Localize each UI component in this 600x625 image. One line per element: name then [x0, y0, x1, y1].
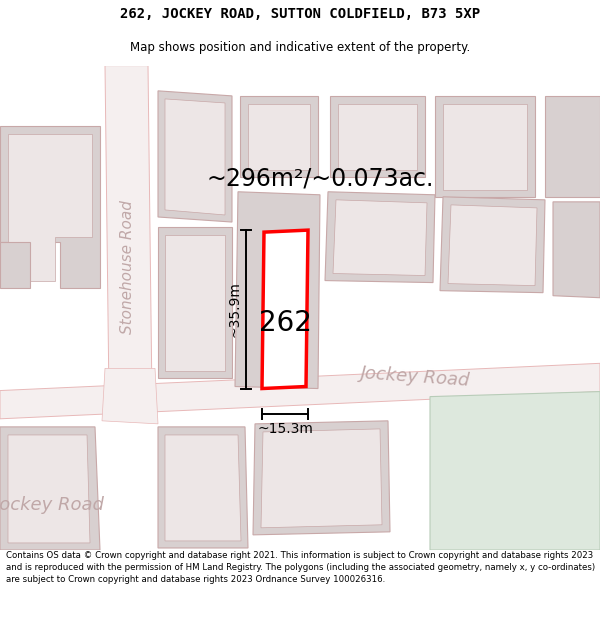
Polygon shape — [253, 421, 390, 535]
Polygon shape — [0, 363, 600, 419]
Polygon shape — [435, 96, 535, 197]
Polygon shape — [443, 104, 527, 190]
Polygon shape — [165, 99, 225, 215]
Text: 262: 262 — [259, 309, 311, 337]
Polygon shape — [165, 235, 225, 371]
Polygon shape — [0, 242, 30, 288]
Polygon shape — [8, 134, 92, 281]
Polygon shape — [330, 96, 425, 177]
Polygon shape — [102, 368, 158, 424]
Polygon shape — [240, 96, 318, 177]
Text: 262, JOCKEY ROAD, SUTTON COLDFIELD, B73 5XP: 262, JOCKEY ROAD, SUTTON COLDFIELD, B73 … — [120, 8, 480, 21]
Polygon shape — [262, 230, 308, 389]
Polygon shape — [158, 227, 232, 379]
Polygon shape — [448, 205, 537, 286]
Polygon shape — [8, 435, 90, 543]
Polygon shape — [430, 392, 600, 550]
Polygon shape — [333, 200, 427, 276]
Polygon shape — [440, 197, 545, 292]
Text: Jockey Road: Jockey Road — [0, 496, 105, 514]
Polygon shape — [158, 91, 232, 222]
Polygon shape — [261, 429, 382, 528]
Polygon shape — [105, 66, 152, 399]
Polygon shape — [545, 96, 600, 197]
Text: ~296m²/~0.073ac.: ~296m²/~0.073ac. — [206, 167, 434, 191]
Polygon shape — [158, 427, 248, 548]
Polygon shape — [165, 435, 241, 541]
Text: Contains OS data © Crown copyright and database right 2021. This information is : Contains OS data © Crown copyright and d… — [6, 551, 595, 584]
Polygon shape — [325, 192, 435, 282]
Polygon shape — [0, 427, 100, 550]
Text: Map shows position and indicative extent of the property.: Map shows position and indicative extent… — [130, 41, 470, 54]
Text: Stonehouse Road: Stonehouse Road — [121, 201, 136, 334]
Polygon shape — [248, 104, 310, 169]
Text: ~15.3m: ~15.3m — [257, 422, 313, 436]
Polygon shape — [235, 192, 320, 389]
Polygon shape — [553, 202, 600, 298]
Text: Jockey Road: Jockey Road — [359, 364, 470, 389]
Polygon shape — [338, 104, 417, 169]
Text: ~35.9m: ~35.9m — [227, 281, 241, 338]
Polygon shape — [0, 126, 100, 288]
